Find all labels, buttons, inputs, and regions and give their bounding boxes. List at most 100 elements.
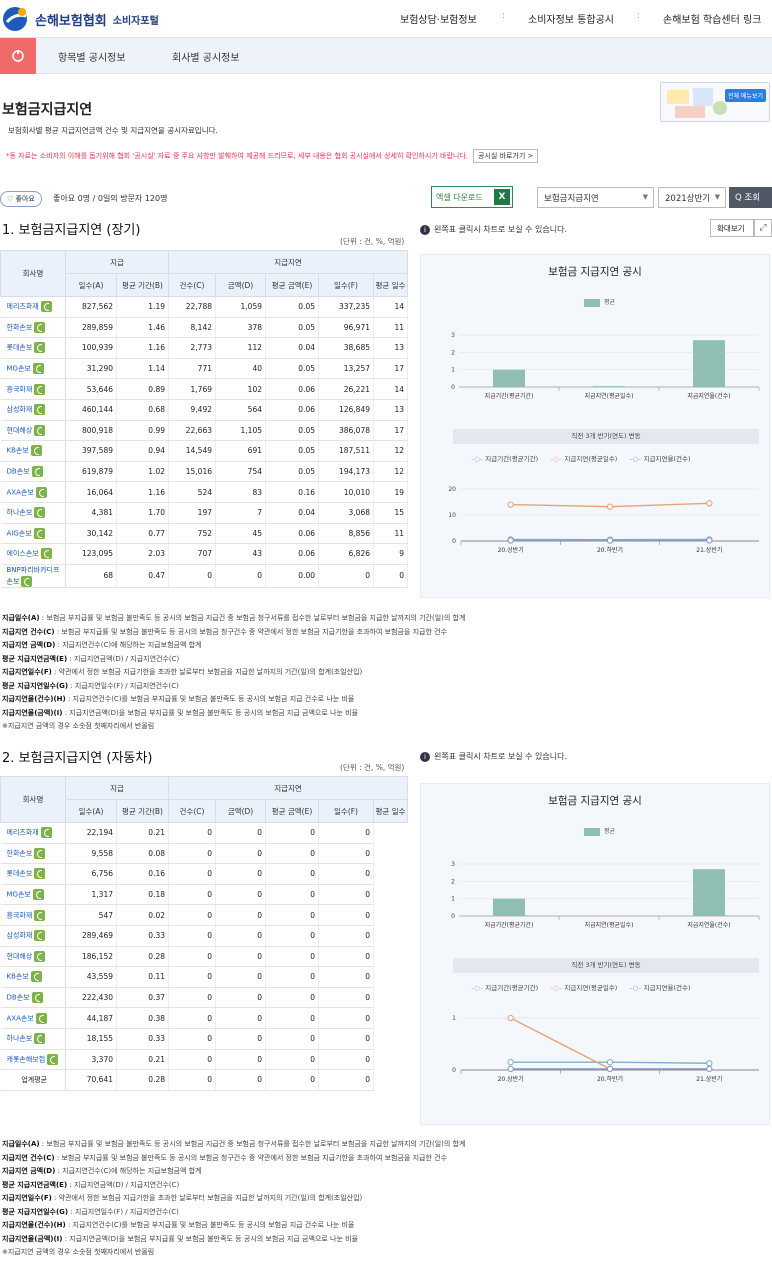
expand-icon[interactable]: ⤢ xyxy=(754,219,772,237)
company-name[interactable]: 흥국화재 xyxy=(0,378,66,400)
company-name[interactable]: KB손보 xyxy=(0,966,66,988)
bar xyxy=(593,915,625,916)
table-row[interactable]: MG손보 31,290 1.14 771 40 0.05 13,257 17 xyxy=(0,358,409,380)
cell-value: 0 xyxy=(215,1049,266,1071)
company-name[interactable]: 에이스손보 xyxy=(0,543,66,565)
company-name[interactable]: 캐롯손해보험 xyxy=(0,1049,66,1071)
table-row[interactable]: 현대해상 800,918 0.99 22,663 1,105 0.05 386,078 17 xyxy=(0,420,409,442)
company-name[interactable]: 롯데손보 xyxy=(0,863,66,885)
line-legend: –○– 지급기간(평균기간) –○– 지급지연(평균일수) –○– 지급지연율(건수… xyxy=(471,982,703,992)
category-select[interactable]: 보험금지급지연 ▼ xyxy=(537,187,654,208)
legend-item: –○– 지급지연(평균일수) xyxy=(550,984,618,992)
excel-download-button[interactable]: 엑셀 다운로드 X xyxy=(431,186,513,208)
cell-value: 0 xyxy=(168,925,216,947)
table-row[interactable]: 현대해상 186,152 0.28 0 0 0 0 xyxy=(0,946,408,968)
table-row[interactable]: 에이스손보 123,095 2.03 707 43 0.06 6,826 9 xyxy=(0,543,409,565)
table-row[interactable]: DB손보 222,430 0.37 0 0 0 0 xyxy=(0,987,408,1009)
company-name[interactable]: 롯데손보 xyxy=(0,337,66,359)
table-row[interactable]: 메리츠화재 22,194 0.21 0 0 0 0 xyxy=(0,822,408,844)
company-name[interactable]: AXA손보 xyxy=(0,481,66,503)
full-menu-tag: 전체 메뉴보기 xyxy=(724,89,766,102)
y-tick-label: 0 xyxy=(451,384,455,391)
company-name[interactable]: AIG손보 xyxy=(0,523,66,545)
cell-value: 289,469 xyxy=(65,925,117,947)
table-row[interactable]: 삼성화재 460,144 0.68 9,492 564 0.06 126,849 13 xyxy=(0,399,409,421)
company-name[interactable]: BNP파리바카디프손보 xyxy=(0,564,66,589)
tab-item-info[interactable]: 항목별 공시정보 xyxy=(58,53,126,64)
cell-value: 0.06 xyxy=(265,378,319,400)
company-name[interactable]: DB손보 xyxy=(0,987,66,1009)
company-name[interactable]: DB손보 xyxy=(0,461,66,483)
cell-value: 0.05 xyxy=(265,461,319,483)
cell-value: 754 xyxy=(215,461,266,483)
nav-consumer-info[interactable]: 소비자정보 통합공시 xyxy=(528,15,614,26)
search-button[interactable]: Q 조회 xyxy=(729,187,772,208)
table-row[interactable]: KB손보 43,559 0.11 0 0 0 0 xyxy=(0,966,408,988)
definition-line: ※지급지연 금액의 경우 소숫점 첫째자리에서 반올림 xyxy=(2,722,155,730)
table-row[interactable]: AIG손보 30,142 0.77 752 45 0.06 8,856 11 xyxy=(0,523,409,545)
cell-value: 0.06 xyxy=(265,399,319,421)
table-row[interactable]: AXA손보 16,064 1.16 524 83 0.16 10,010 19 xyxy=(0,481,409,503)
nav-insurance-info[interactable]: 보험상담·보험정보 xyxy=(400,15,477,26)
cell-value: 1,059 xyxy=(215,296,266,318)
company-name[interactable]: 흥국화재 xyxy=(0,904,66,926)
company-name[interactable]: 현대해상 xyxy=(0,946,66,968)
company-name[interactable]: 하나손보 xyxy=(0,1028,66,1050)
unit-label: (단위 : 건, %, 억원) xyxy=(340,763,405,772)
company-name[interactable]: KB손보 xyxy=(0,440,66,462)
full-menu-banner[interactable]: 전체 메뉴보기 xyxy=(660,82,770,122)
company-name[interactable]: 한화손보 xyxy=(0,317,66,339)
company-name[interactable]: MG손보 xyxy=(0,358,66,380)
logo[interactable]: 손해보험협회 소비자포털 xyxy=(2,5,159,33)
table-row[interactable]: BNP파리바카디프손보 68 0.47 0 0 0.00 0 0 xyxy=(0,564,409,589)
tab-company-info[interactable]: 회사별 공시정보 xyxy=(172,53,240,64)
table-row[interactable]: 하나손보 4,381 1.70 197 7 0.04 3,068 15 xyxy=(0,502,409,524)
cell-value: 6,756 xyxy=(65,863,117,885)
table-row[interactable]: 흥국화재 53,646 0.89 1,769 102 0.06 26,221 14 xyxy=(0,378,409,400)
series-point xyxy=(507,1065,514,1073)
zoom-button[interactable]: 확대보기 xyxy=(710,219,754,237)
company-name[interactable]: AXA손보 xyxy=(0,1007,66,1029)
table-row[interactable]: 한화손보 9,558 0.08 0 0 0 0 xyxy=(0,843,408,865)
table-row[interactable]: 업계평균 70,641 0.28 0 0 0 0 xyxy=(0,1069,408,1091)
table-row[interactable]: 롯데손보 100,939 1.16 2,773 112 0.04 38,685 13 xyxy=(0,337,409,359)
company-name[interactable]: 한화손보 xyxy=(0,843,66,865)
table-row[interactable]: MG손보 1,317 0.18 0 0 0 0 xyxy=(0,884,408,906)
cell-value: 752 xyxy=(168,523,216,545)
x-tick-label: 지급기간(평균기간) xyxy=(485,392,534,400)
company-name[interactable]: 삼성화재 xyxy=(0,925,66,947)
table-row[interactable]: 한화손보 289,859 1.46 8,142 378 0.05 96,971 11 xyxy=(0,317,409,339)
cell-value: 0 xyxy=(215,843,266,865)
table-row[interactable]: 삼성화재 289,469 0.33 0 0 0 0 xyxy=(0,925,408,947)
company-name[interactable]: 삼성화재 xyxy=(0,399,66,421)
table-row[interactable]: 하나손보 18,155 0.33 0 0 0 0 xyxy=(0,1028,408,1050)
company-name[interactable]: MG손보 xyxy=(0,884,66,906)
table-row[interactable]: 흥국화재 547 0.02 0 0 0 0 xyxy=(0,904,408,926)
table-row[interactable]: DB손보 619,879 1.02 15,016 754 0.05 194,173 12 xyxy=(0,461,409,483)
cell-value: 0 xyxy=(215,966,266,988)
nav-learning-center[interactable]: 손해보험 학습센터 링크 xyxy=(663,15,762,26)
table-row[interactable]: 메리츠화재 827,562 1.19 22,788 1,059 0.05 337,235 14 xyxy=(0,296,409,318)
cell-value: 0.16 xyxy=(116,863,169,885)
chart-icon xyxy=(34,383,46,395)
table-row[interactable]: KB손보 397,589 0.94 14,549 691 0.05 187,511 12 xyxy=(0,440,409,462)
company-name[interactable]: 하나손보 xyxy=(0,502,66,524)
go-to-disclosure-button[interactable]: 공시실 바로가기 > xyxy=(473,149,539,163)
period-select[interactable]: 2021상반기 ▼ xyxy=(658,187,726,208)
company-name[interactable]: 업계평균 xyxy=(0,1069,66,1091)
company-name[interactable]: 메리츠화재 xyxy=(0,296,66,318)
home-button[interactable] xyxy=(0,38,36,74)
company-name[interactable]: 메리츠화재 xyxy=(0,822,66,844)
table-row[interactable]: 캐롯손해보험 3,370 0.21 0 0 0 0 xyxy=(0,1049,408,1071)
table-row[interactable]: 롯데손보 6,756 0.16 0 0 0 0 xyxy=(0,863,408,885)
line-legend: –○– 지급기간(평균기간) –○– 지급지연(평균일수) –○– 지급지연율(건수… xyxy=(471,453,703,463)
definition-line: ※지급지연 금액의 경우 소숫점 첫째자리에서 반올림 xyxy=(2,1248,155,1256)
like-button[interactable]: ♡ 좋아요 xyxy=(0,191,42,207)
cell-value: 397,589 xyxy=(65,440,117,462)
cell-value: 0 xyxy=(215,1028,266,1050)
table-row[interactable]: AXA손보 44,187 0.38 0 0 0 0 xyxy=(0,1007,408,1029)
cell-value: 0.47 xyxy=(116,564,169,589)
cell-value: 186,152 xyxy=(65,946,117,968)
company-name[interactable]: 현대해상 xyxy=(0,420,66,442)
chart-icon xyxy=(34,847,46,859)
